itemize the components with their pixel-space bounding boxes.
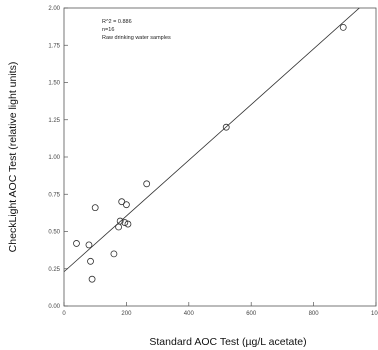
annotation-n: n=16 xyxy=(102,27,114,33)
y-axis-label: CheckLight AOC Test (relative light unit… xyxy=(7,62,19,253)
x-tick-label: 100 xyxy=(371,311,378,317)
y-tick-label: 2.00 xyxy=(48,6,60,12)
annotations: R^2 = 0.886 n=16 Raw drinking water samp… xyxy=(102,19,171,41)
data-point xyxy=(222,123,230,131)
y-tick-label: 1.50 xyxy=(48,81,60,87)
plot-area xyxy=(63,7,377,307)
data-point xyxy=(118,198,126,206)
data-points xyxy=(73,23,347,283)
data-point xyxy=(91,204,99,212)
x-axis-label: Standard AOC Test (µg/L acetate) xyxy=(149,336,306,348)
data-point xyxy=(88,275,96,283)
annotation-samples: Raw drinking water samples xyxy=(102,35,171,41)
x-tick-label: 800 xyxy=(309,311,320,317)
x-tick-label: 200 xyxy=(121,311,132,317)
data-point xyxy=(124,220,132,228)
annotation-r2: R^2 = 0.886 xyxy=(102,19,132,25)
data-point xyxy=(123,201,130,209)
data-point xyxy=(87,257,94,265)
x-tick-label: 400 xyxy=(184,311,195,317)
y-tick-label: 0.25 xyxy=(48,267,60,273)
y-tick-label: 0.50 xyxy=(48,230,60,236)
axis-ticks: 0 200 400 600 800 100 0.00 0.25 0.50 0.75 1.00 1.25… xyxy=(48,6,378,317)
data-point xyxy=(73,240,80,247)
x-tick-label: 0 xyxy=(62,311,66,317)
data-point xyxy=(85,241,93,249)
data-point xyxy=(110,250,118,258)
y-tick-label: 1.00 xyxy=(48,155,60,161)
y-tick-label: 0.00 xyxy=(48,304,60,310)
data-point xyxy=(121,219,129,226)
x-tick-label: 600 xyxy=(246,311,257,317)
data-point xyxy=(143,180,151,188)
y-tick-label: 1.25 xyxy=(48,118,60,124)
y-tick-label: 1.75 xyxy=(48,43,60,49)
data-point xyxy=(116,217,124,225)
data-point xyxy=(339,23,347,31)
y-tick-label: 0.75 xyxy=(48,192,60,198)
